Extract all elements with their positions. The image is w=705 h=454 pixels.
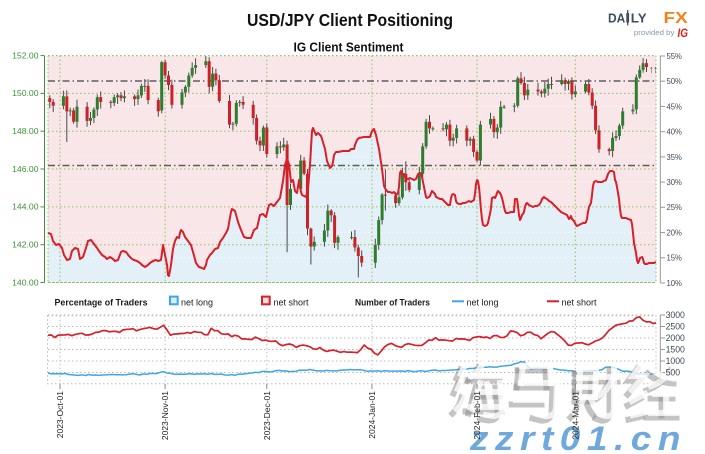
svg-text:net long: net long xyxy=(467,297,499,308)
svg-text:2023-Oct-01: 2023-Oct-01 xyxy=(55,391,65,439)
svg-text:2024-Feb-01: 2024-Feb-01 xyxy=(472,391,482,440)
svg-text:10%: 10% xyxy=(667,279,682,288)
svg-text:2023-Nov-01: 2023-Nov-01 xyxy=(160,391,170,440)
svg-text:152.00: 152.00 xyxy=(12,51,39,60)
svg-text:zzrt01.cn: zzrt01.cn xyxy=(469,420,687,454)
svg-text:3000: 3000 xyxy=(666,310,685,320)
svg-text:2500: 2500 xyxy=(666,322,685,332)
svg-text:148.00: 148.00 xyxy=(12,127,39,136)
svg-text:142.00: 142.00 xyxy=(12,241,39,250)
svg-text:Number of Traders: Number of Traders xyxy=(355,297,430,308)
svg-text:net short: net short xyxy=(562,297,597,308)
svg-text:net short: net short xyxy=(274,297,309,308)
svg-text:20%: 20% xyxy=(667,229,682,238)
svg-text:150.00: 150.00 xyxy=(12,89,39,98)
svg-text:net long: net long xyxy=(181,297,213,308)
svg-text:↑↑: ↑↑ xyxy=(649,64,658,76)
svg-text:LY: LY xyxy=(631,11,647,26)
svg-text:USD/JPY Client Positioning: USD/JPY Client Positioning xyxy=(247,10,453,30)
svg-text:146.00: 146.00 xyxy=(12,165,39,174)
svg-text:2000: 2000 xyxy=(666,333,685,343)
svg-text:2023-Dec-01: 2023-Dec-01 xyxy=(262,391,272,440)
svg-text:45%: 45% xyxy=(667,102,682,111)
svg-text:Percentage of Traders: Percentage of Traders xyxy=(55,297,148,308)
svg-text:1000: 1000 xyxy=(666,356,685,366)
svg-text:FX: FX xyxy=(664,10,689,27)
svg-text:40%: 40% xyxy=(667,128,682,137)
svg-text:55%: 55% xyxy=(667,52,682,61)
svg-text:IG: IG xyxy=(678,28,689,40)
svg-text:DA: DA xyxy=(608,11,626,26)
svg-text:500: 500 xyxy=(666,368,681,378)
svg-text:140.00: 140.00 xyxy=(12,278,39,287)
svg-text:144.00: 144.00 xyxy=(12,203,39,212)
svg-text:2024-Jan-01: 2024-Jan-01 xyxy=(367,391,377,439)
svg-text:1500: 1500 xyxy=(666,345,685,355)
svg-text:IG Client Sentiment: IG Client Sentiment xyxy=(294,40,405,55)
svg-text:15%: 15% xyxy=(667,254,682,263)
svg-text:2024-Mar-01: 2024-Mar-01 xyxy=(570,391,580,440)
svg-text:30%: 30% xyxy=(667,178,682,187)
svg-text:50%: 50% xyxy=(667,77,682,86)
svg-text:25%: 25% xyxy=(667,203,682,212)
svg-text:provided by: provided by xyxy=(634,28,675,37)
svg-text:35%: 35% xyxy=(667,153,682,162)
